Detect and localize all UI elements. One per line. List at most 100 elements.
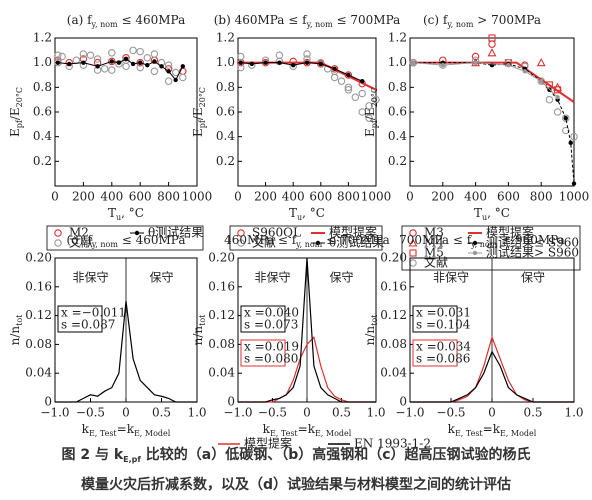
point: [571, 181, 577, 186]
y-axis-label-part: tot: [198, 314, 207, 326]
y-axis-label: n/ntot: [363, 314, 379, 346]
y-tick-label: 0.16: [25, 279, 52, 293]
x-tick-label: 0: [406, 190, 414, 204]
y-axis-label-part: /E: [191, 107, 205, 120]
panel-title-part: ≤ 960MPa: [497, 233, 565, 247]
point: [344, 86, 353, 94]
x-tick-label: 800: [337, 190, 360, 204]
point: [164, 77, 173, 85]
y-tick-label: 1.2: [388, 31, 407, 45]
panel-title-part: ≤ 700MPa: [333, 13, 401, 27]
panel-title: (d) fy, nom ≤ 460MPa: [67, 233, 186, 249]
y-tick-label: 0.6: [33, 105, 52, 119]
caption-part: 模量火灾后折减系数，以及（d）试验结果与材料模型之间的统计评估: [81, 476, 511, 493]
panel-title-part: (c) f: [423, 13, 449, 27]
y-tick-label: 1.2: [33, 31, 52, 45]
panel-title-part: 460MPa ≤ f: [224, 233, 298, 247]
y-tick-label: 0.12: [208, 308, 235, 322]
point: [365, 114, 373, 122]
point: [360, 78, 365, 84]
point: [553, 108, 562, 116]
y-axis-label-part: tot: [15, 314, 24, 326]
y-tick-label: 0.4: [388, 129, 407, 143]
point: [337, 77, 346, 85]
point: [249, 61, 254, 67]
x-tick-label: 0.5: [523, 406, 542, 420]
y-axis-label-part: /E: [8, 107, 22, 120]
y-tick-label: 1.0: [216, 55, 235, 69]
series-line: [413, 62, 575, 184]
stats-text: x =0.031: [416, 306, 471, 320]
stats-text: s =0.087: [61, 318, 115, 332]
series-line: [240, 62, 363, 82]
stats-text: s =0.080: [244, 352, 298, 366]
series-line: [240, 61, 377, 91]
x-tick-label: 0.5: [152, 406, 171, 420]
x-axis-label-part: u: [116, 213, 121, 222]
y-axis-label-part: pf: [198, 119, 207, 128]
annotation: 非保守: [433, 271, 469, 285]
x-tick-label: 0: [234, 190, 242, 204]
y-tick-label: 0.04: [380, 366, 407, 380]
x-axis-label-part: k: [82, 422, 90, 436]
legend-label: EN 1993-1-2: [354, 437, 431, 451]
point: [145, 62, 150, 68]
point: [332, 66, 337, 72]
point: [351, 93, 360, 101]
legend-label: M3: [424, 226, 444, 240]
point: [93, 55, 102, 63]
y-tick-label: 1.0: [388, 55, 407, 69]
stats-box: [57, 305, 103, 333]
x-tick-label: 400: [464, 190, 487, 204]
point: [304, 60, 310, 65]
panel-title-part: y, nom: [306, 20, 334, 29]
point: [539, 78, 544, 84]
point: [562, 126, 570, 135]
point: [171, 68, 180, 77]
x-tick-label: −0.5: [258, 406, 287, 420]
y-tick-label: 0: [227, 395, 235, 409]
stats-box: [412, 339, 458, 367]
legend-marker: [54, 239, 62, 247]
panel-title-part: y, nom: [470, 240, 498, 249]
x-tick-label: 1.0: [366, 406, 385, 420]
y-tick-label: 0.04: [208, 366, 235, 380]
y-axis-label: Epf/E20°C: [8, 87, 24, 137]
y-tick-label: 0.04: [25, 366, 52, 380]
point: [488, 34, 496, 42]
panel-title: 460MPa ≤ fy, nom ≤ 700MPa: [224, 233, 390, 249]
legend-box: [229, 225, 383, 251]
point: [291, 62, 296, 68]
y-axis-label-part: n/n: [363, 326, 377, 346]
point: [138, 60, 143, 65]
x-tick-label: −1.0: [395, 406, 424, 420]
x-tick-label: 1000: [559, 190, 590, 204]
panel-title-part: y, nom: [91, 20, 119, 29]
x-axis-label-part: u: [482, 213, 487, 222]
y-tick-label: 1.2: [216, 31, 235, 45]
y-axis-label-part: 20°C: [370, 87, 379, 107]
x-axis-label: kE, Test=kE, Model: [82, 422, 171, 438]
y-axis-label: Epf/E20°C: [191, 87, 207, 137]
y-tick-label: 0.08: [380, 337, 407, 351]
x-axis-label-part: E, Test: [270, 429, 298, 438]
x-tick-label: 600: [497, 190, 520, 204]
x-axis-label-part: k: [263, 422, 271, 436]
legend-label: M4: [424, 236, 444, 250]
x-tick-label: 600: [129, 190, 152, 204]
panel-title-part: ≤ 460MPa: [118, 233, 186, 247]
legend-label: 文献: [424, 255, 448, 270]
point: [372, 95, 380, 104]
legend-label: M2: [69, 226, 89, 240]
y-tick-label: 0: [399, 395, 407, 409]
stats-text: s =0.086: [416, 352, 470, 366]
point: [143, 53, 152, 62]
legend-label: θ测试结果: [148, 225, 203, 240]
legend-marker: [409, 249, 417, 257]
stats-text: x =0.034: [416, 340, 471, 354]
point: [108, 66, 116, 74]
point: [166, 69, 171, 74]
x-axis-label-part: T: [108, 206, 116, 220]
x-axis-label-part: k: [448, 422, 456, 436]
